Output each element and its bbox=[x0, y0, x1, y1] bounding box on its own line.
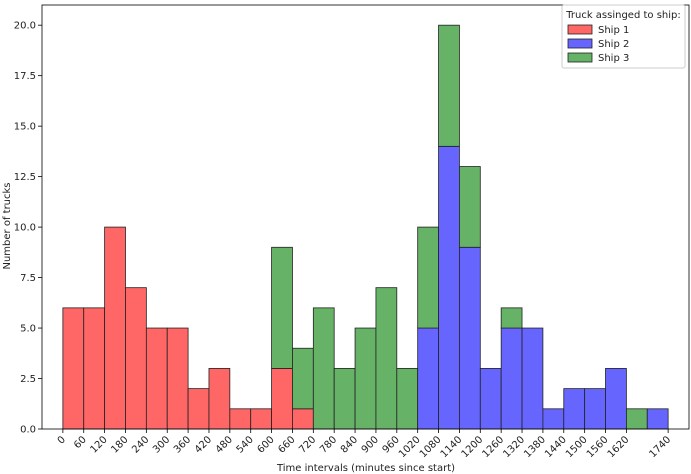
x-tick-label: 780 bbox=[318, 434, 339, 455]
bar-ship-1-240 bbox=[145, 327, 168, 430]
x-tick-label: 1500 bbox=[564, 434, 590, 460]
bar-ship-2-1140 bbox=[459, 246, 481, 430]
bar-ship-2-1260 bbox=[500, 327, 523, 430]
x-tick-label: 600 bbox=[255, 434, 276, 455]
legend-box bbox=[561, 4, 686, 69]
x-tick-label: 120 bbox=[88, 434, 109, 455]
bar-ship-2-1380 bbox=[542, 408, 565, 430]
x-tick-label: 60 bbox=[72, 434, 89, 451]
y-tick-label: 5.0 bbox=[20, 324, 36, 335]
bar-ship-1-540 bbox=[250, 408, 272, 430]
bar-ship-2-1500 bbox=[584, 388, 606, 430]
bar-ship-1-480 bbox=[229, 408, 252, 430]
y-axis-label: Number of trucks bbox=[2, 182, 13, 269]
x-tick-label: 1740 bbox=[647, 434, 673, 460]
x-tick-label: 1260 bbox=[481, 434, 507, 460]
bar-ship-2-1680 bbox=[646, 408, 669, 430]
bar-ship-2-1560 bbox=[605, 368, 627, 430]
plot-frame bbox=[41, 4, 690, 430]
legend-label-ship-2: Ship 2 bbox=[598, 39, 629, 50]
y-tick-label: 7.5 bbox=[20, 273, 36, 284]
bar-ship-3-720 bbox=[312, 307, 335, 430]
bar-ship-1-60 bbox=[83, 307, 106, 430]
bar-ship-3-1020 bbox=[417, 226, 439, 329]
y-tick-label: 10.0 bbox=[14, 223, 36, 234]
bar-ship-3-1140 bbox=[459, 166, 481, 248]
bar-ship-1-600 bbox=[271, 368, 293, 430]
x-tick-label: 180 bbox=[109, 434, 130, 455]
y-tick-label: 12.5 bbox=[14, 172, 36, 183]
x-tick-label: 1080 bbox=[418, 434, 444, 460]
bar-ship-1-300 bbox=[166, 327, 189, 430]
bar-ship-3-1620 bbox=[625, 408, 648, 430]
bar-ship-3-600 bbox=[271, 246, 293, 369]
bar-ship-2-1440 bbox=[563, 388, 586, 430]
bar-ship-1-660 bbox=[292, 408, 314, 430]
bar-ship-2-1200 bbox=[479, 368, 502, 430]
x-tick-label: 900 bbox=[360, 434, 381, 455]
x-axis-label: Time intervals (minutes since start) bbox=[276, 463, 455, 474]
x-tick-label: 1380 bbox=[522, 434, 548, 460]
y-tick-label: 0.0 bbox=[20, 425, 36, 436]
x-tick-label: 1620 bbox=[606, 434, 632, 460]
bar-ship-3-840 bbox=[354, 327, 377, 430]
bar-ship-1-420 bbox=[208, 368, 231, 430]
x-tick-label: 360 bbox=[172, 434, 193, 455]
x-tick-label: 660 bbox=[276, 434, 297, 455]
legend-swatch-ship-2 bbox=[567, 38, 593, 49]
bar-ship-3-1260 bbox=[500, 307, 523, 329]
bar-ship-3-900 bbox=[375, 287, 398, 430]
x-tick-label: 1020 bbox=[397, 434, 423, 460]
y-tick-label: 20.0 bbox=[14, 21, 36, 32]
legend-label-ship-3: Ship 3 bbox=[598, 53, 629, 64]
legend-swatch-ship-1 bbox=[567, 24, 593, 35]
bar-ship-2-1080 bbox=[438, 145, 460, 430]
x-tick-label: 1320 bbox=[501, 434, 527, 460]
x-tick-label: 0 bbox=[56, 434, 68, 446]
legend-label-ship-1: Ship 1 bbox=[598, 25, 629, 36]
bar-ship-3-1080 bbox=[438, 24, 460, 147]
bar-ship-2-1020 bbox=[417, 327, 439, 430]
x-tick-label: 1560 bbox=[585, 434, 611, 460]
bar-ship-3-960 bbox=[396, 368, 419, 430]
x-tick-label: 720 bbox=[297, 434, 318, 455]
bar-ship-2-1320 bbox=[521, 327, 544, 430]
bar-ship-1-120 bbox=[104, 226, 126, 430]
y-tick-label: 2.5 bbox=[20, 374, 36, 385]
bars-layer bbox=[62, 24, 669, 430]
x-tick-label: 300 bbox=[151, 434, 172, 455]
x-tick-label: 1140 bbox=[439, 434, 465, 460]
x-tick-label: 240 bbox=[130, 434, 151, 455]
x-tick-label: 420 bbox=[193, 434, 214, 455]
legend: Truck assinged to ship: Ship 1 Ship 2 Ship… bbox=[561, 4, 686, 69]
x-tick-label: 480 bbox=[214, 434, 235, 455]
bar-ship-1-360 bbox=[187, 388, 210, 430]
y-tick-label: 17.5 bbox=[14, 71, 36, 82]
legend-swatch-ship-3 bbox=[567, 52, 593, 63]
bar-ship-3-780 bbox=[333, 368, 356, 430]
y-tick-label: 15.0 bbox=[14, 122, 36, 133]
x-tick-label: 540 bbox=[235, 434, 256, 455]
legend-title: Truck assinged to ship: bbox=[565, 10, 681, 21]
x-tick-label: 1440 bbox=[543, 434, 569, 460]
x-tick-label: 840 bbox=[339, 434, 360, 455]
bar-ship-1-0 bbox=[62, 307, 85, 430]
bar-ship-1-180 bbox=[125, 287, 147, 430]
x-tick-label: 1200 bbox=[460, 434, 486, 460]
bar-ship-3-660 bbox=[292, 347, 314, 410]
